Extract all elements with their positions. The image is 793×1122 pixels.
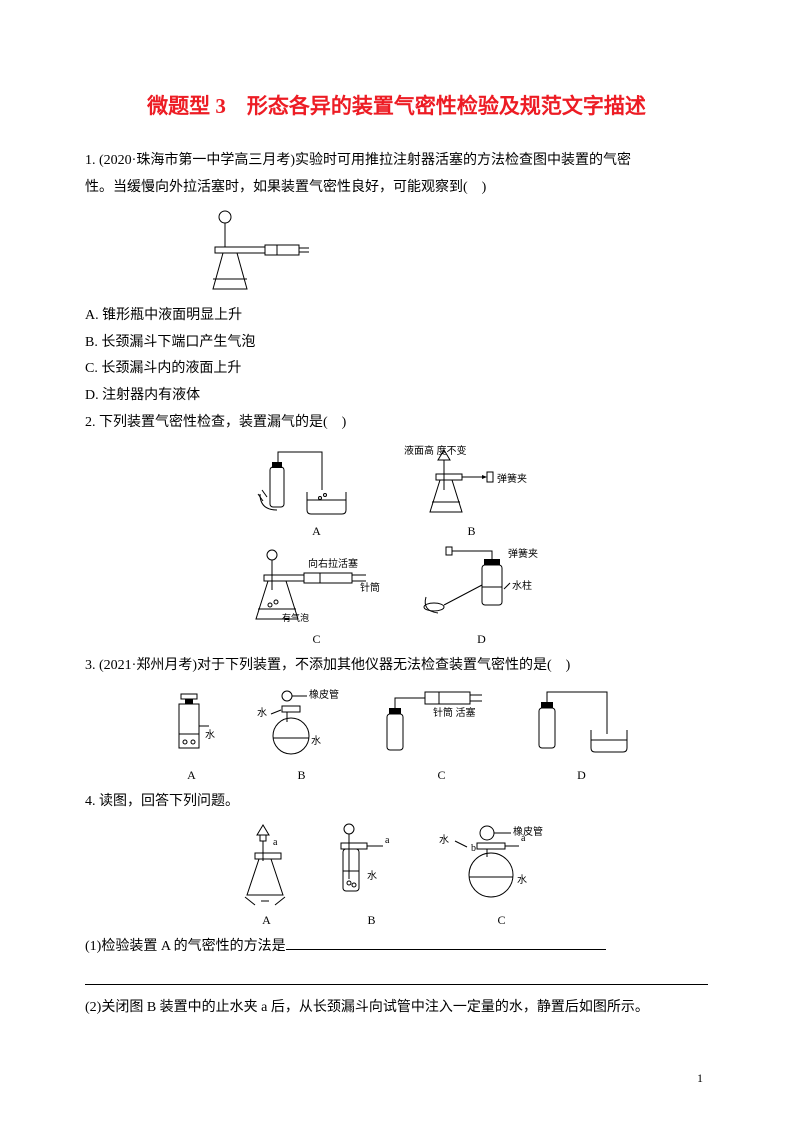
svg-text:针筒: 针筒 xyxy=(360,581,380,594)
q2-figure-row1: A 液面高 度不变 弹簧夹 B xyxy=(85,442,708,539)
q4-sub1: (1)检验装置 A 的气密性的方法是 xyxy=(85,934,708,961)
q1-figure xyxy=(85,207,708,297)
q2-figure-row2: 有气泡 向右拉活塞 针筒 C 弹簧夹 水柱 D xyxy=(85,545,708,647)
q4-fig-c: 水 橡皮管 b a 水 xyxy=(437,821,567,911)
q2-fig-d: 弹簧夹 水柱 xyxy=(412,545,552,630)
svg-text:水: 水 xyxy=(257,707,267,719)
svg-text:有气泡: 有气泡 xyxy=(282,612,309,623)
q1-option-c: C. 长颈漏斗内的液面上升 xyxy=(85,356,708,383)
svg-text:橡皮管: 橡皮管 xyxy=(513,825,543,838)
svg-text:b: b xyxy=(471,843,476,854)
q3-fig-b: 橡皮管 水 水 xyxy=(247,686,357,766)
q3-fig-a: 水 xyxy=(157,686,227,766)
q2-label-d: D xyxy=(412,632,552,647)
svg-text:a: a xyxy=(273,837,278,848)
q2-label-c: C xyxy=(242,632,392,647)
page-title: 微题型 3 形态各异的装置气密性检验及规范文字描述 xyxy=(85,90,708,120)
page-number: 1 xyxy=(697,1071,703,1086)
q3-fig-d xyxy=(527,686,637,766)
svg-text:橡皮管: 橡皮管 xyxy=(309,688,339,701)
q1-option-b: B. 长颈漏斗下端口产生气泡 xyxy=(85,330,708,357)
q2-fig-b: 液面高 度不变 弹簧夹 xyxy=(402,442,542,522)
svg-text:水: 水 xyxy=(367,870,377,882)
q3-fig-c: 针筒 活塞 xyxy=(377,686,507,766)
q4-label-a: A xyxy=(227,913,307,928)
q1-option-a: A. 锥形瓶中液面明显上升 xyxy=(85,303,708,330)
svg-text:水: 水 xyxy=(311,735,321,747)
svg-text:水: 水 xyxy=(439,834,449,846)
svg-text:a: a xyxy=(521,833,526,844)
blank-underline xyxy=(286,936,606,950)
q2-fig-a xyxy=(252,442,382,522)
svg-text:水柱: 水柱 xyxy=(512,579,532,592)
q3-stem: 3. (2021·郑州月考)对于下列装置，不添加其他仪器无法检查装置气密性的是(… xyxy=(85,653,708,680)
q4-fig-a: a xyxy=(227,821,307,911)
q2-label-a: A xyxy=(252,524,382,539)
q2-stem: 2. 下列装置气密性检查，装置漏气的是( ) xyxy=(85,410,708,437)
q3-label-b: B xyxy=(247,768,357,783)
q1-stem-line1: 1. (2020·珠海市第一中学高三月考)实验时可用推拉注射器活塞的方法检查图中… xyxy=(85,148,708,175)
q4-figure-row: a A a 水 B 水 橡皮管 b a xyxy=(85,821,708,928)
q1-option-d: D. 注射器内有液体 xyxy=(85,383,708,410)
svg-text:a: a xyxy=(385,835,390,846)
svg-text:液面高 度不变: 液面高 度不变 xyxy=(404,444,467,457)
q4-label-c: C xyxy=(437,913,567,928)
q4-fig-b: a 水 xyxy=(327,821,417,911)
q2-label-b: B xyxy=(402,524,542,539)
svg-text:弹簧夹: 弹簧夹 xyxy=(508,547,538,560)
q3-label-d: D xyxy=(527,768,637,783)
svg-text:水: 水 xyxy=(205,729,215,741)
svg-text:向右拉活塞: 向右拉活塞 xyxy=(308,557,358,570)
q4-label-b: B xyxy=(327,913,417,928)
q4-sub2: (2)关闭图 B 装置中的止水夹 a 后，从长颈漏斗向试管中注入一定量的水，静置… xyxy=(85,995,708,1022)
q4-stem: 4. 读图，回答下列问题。 xyxy=(85,789,708,816)
svg-text:弹簧夹: 弹簧夹 xyxy=(497,472,527,485)
svg-text:针筒 活塞: 针筒 活塞 xyxy=(433,706,476,719)
q1-stem-line2: 性。当缓慢向外拉活塞时，如果装置气密性良好，可能观察到( ) xyxy=(85,175,708,202)
q2-fig-c: 有气泡 向右拉活塞 针筒 xyxy=(242,545,392,630)
q3-label-a: A xyxy=(157,768,227,783)
blank-full-line xyxy=(85,967,708,985)
svg-text:水: 水 xyxy=(517,874,527,886)
q3-figure-row: 水 A 橡皮管 水 水 B 针筒 活塞 C xyxy=(85,686,708,783)
q3-label-c: C xyxy=(377,768,507,783)
